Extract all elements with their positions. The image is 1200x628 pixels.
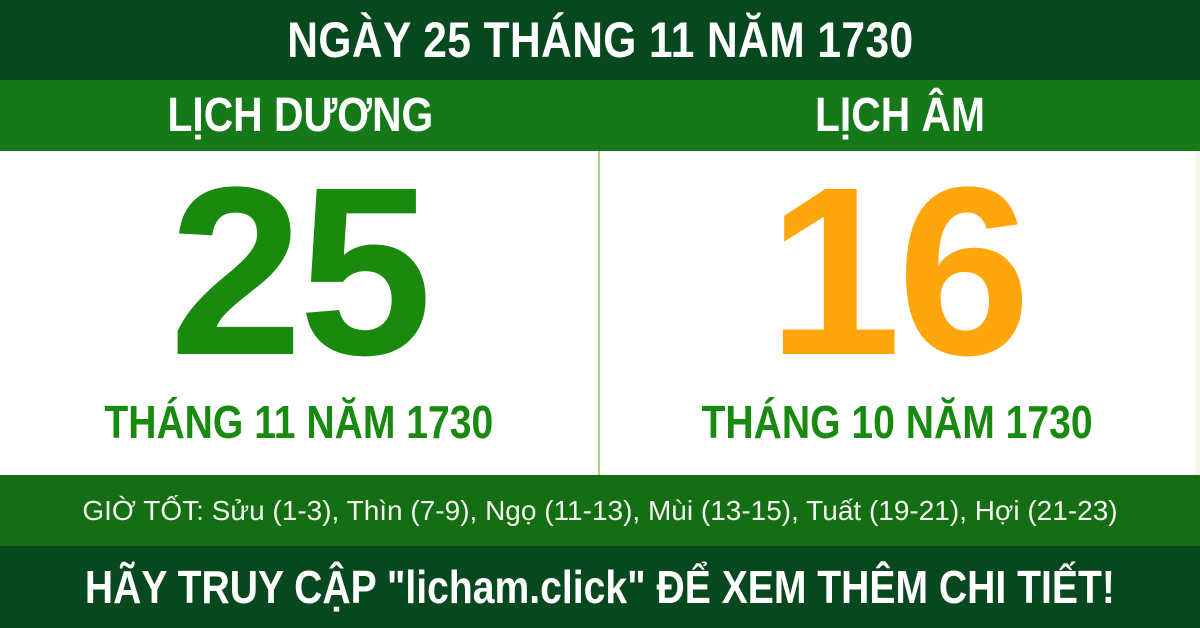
footer-promo-bar: HÃY TRUY CẬP "licham.click" ĐỂ XEM THÊM … (0, 546, 1200, 628)
full-date-title: NGÀY 25 THÁNG 11 NĂM 1730 (286, 12, 914, 68)
solar-calendar-label: LỊCH DƯƠNG (167, 89, 433, 142)
top-date-bar: NGÀY 25 THÁNG 11 NĂM 1730 (0, 0, 1200, 80)
lunar-month-year: THÁNG 10 NĂM 1730 (701, 396, 1093, 448)
good-hours-text: GIỜ TỐT: Sửu (1-3), Thìn (7-9), Ngọ (11-… (82, 494, 1118, 526)
good-hours-bar: GIỜ TỐT: Sửu (1-3), Thìn (7-9), Ngọ (11-… (0, 475, 1200, 546)
calendar-type-header: LỊCH DƯƠNG LỊCH ÂM (0, 80, 1200, 151)
solar-day-number: 25 (169, 137, 432, 405)
lunar-header-cell: LỊCH ÂM (600, 80, 1200, 151)
calendar-panel: 25 THÁNG 11 NĂM 1730 16 THÁNG 10 NĂM 173… (0, 151, 1200, 475)
lunar-day-column: 16 THÁNG 10 NĂM 1730 (597, 137, 1196, 475)
footer-promo-text: HÃY TRUY CẬP "licham.click" ĐỂ XEM THÊM … (85, 561, 1115, 613)
lunar-day-number: 16 (767, 137, 1031, 405)
lunar-calendar-label: LỊCH ÂM (815, 89, 985, 142)
solar-month-year: THÁNG 11 NĂM 1730 (104, 396, 494, 448)
solar-day-column: 25 THÁNG 11 NĂM 1730 (0, 151, 598, 475)
solar-header-cell: LỊCH DƯƠNG (0, 80, 600, 151)
